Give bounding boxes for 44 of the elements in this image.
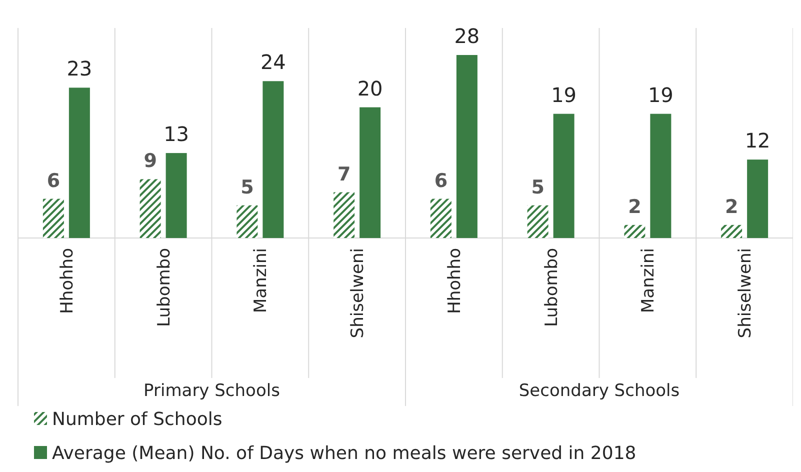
bar — [140, 179, 161, 238]
x-tick-label: Shiselweni — [736, 248, 756, 338]
bar — [721, 224, 742, 238]
data-label: 2 — [628, 196, 642, 218]
legend-label: Average (Mean) No. of Days when no meals were served in 2018 — [52, 443, 636, 464]
bar — [747, 160, 768, 238]
data-label: 5 — [240, 176, 254, 198]
data-label: 19 — [648, 82, 674, 107]
data-label: 6 — [434, 170, 448, 192]
bar — [456, 55, 478, 238]
data-label: 20 — [357, 76, 383, 100]
x-tick-label: Hhohho — [444, 248, 465, 314]
x-tick-label: Manzini — [638, 248, 659, 314]
data-label: 28 — [454, 24, 480, 48]
x-tick-label: Hhohho — [57, 248, 78, 314]
data-label: 6 — [46, 170, 60, 192]
bar — [262, 81, 284, 238]
x-tick-label: Lubombo — [154, 248, 174, 327]
bar — [166, 153, 187, 238]
bar — [42, 198, 64, 238]
bar — [360, 107, 381, 238]
bar — [430, 198, 452, 238]
data-label: 9 — [144, 150, 157, 172]
data-label: 19 — [551, 82, 577, 107]
bar — [236, 205, 258, 238]
x-tick-label: Shiselweni — [348, 248, 368, 338]
x-tick-label: Lubombo — [542, 248, 562, 327]
x-tick-label: Manzini — [251, 248, 272, 314]
data-label: 12 — [744, 128, 770, 153]
data-label: 2 — [724, 196, 738, 218]
bar — [68, 88, 90, 238]
data-label: 13 — [164, 122, 190, 146]
bar — [650, 114, 672, 238]
data-label: 7 — [337, 163, 351, 186]
text: Secondary Schools — [518, 381, 680, 401]
data-label: 5 — [531, 176, 544, 198]
bar — [553, 114, 574, 238]
data-label: 24 — [260, 50, 286, 74]
bar — [527, 205, 548, 238]
bar — [624, 224, 646, 238]
text: Primary Schools — [144, 381, 280, 401]
bar — [334, 192, 355, 238]
data-label: 23 — [66, 56, 92, 81]
legend-label: Number of Schools — [52, 409, 222, 430]
